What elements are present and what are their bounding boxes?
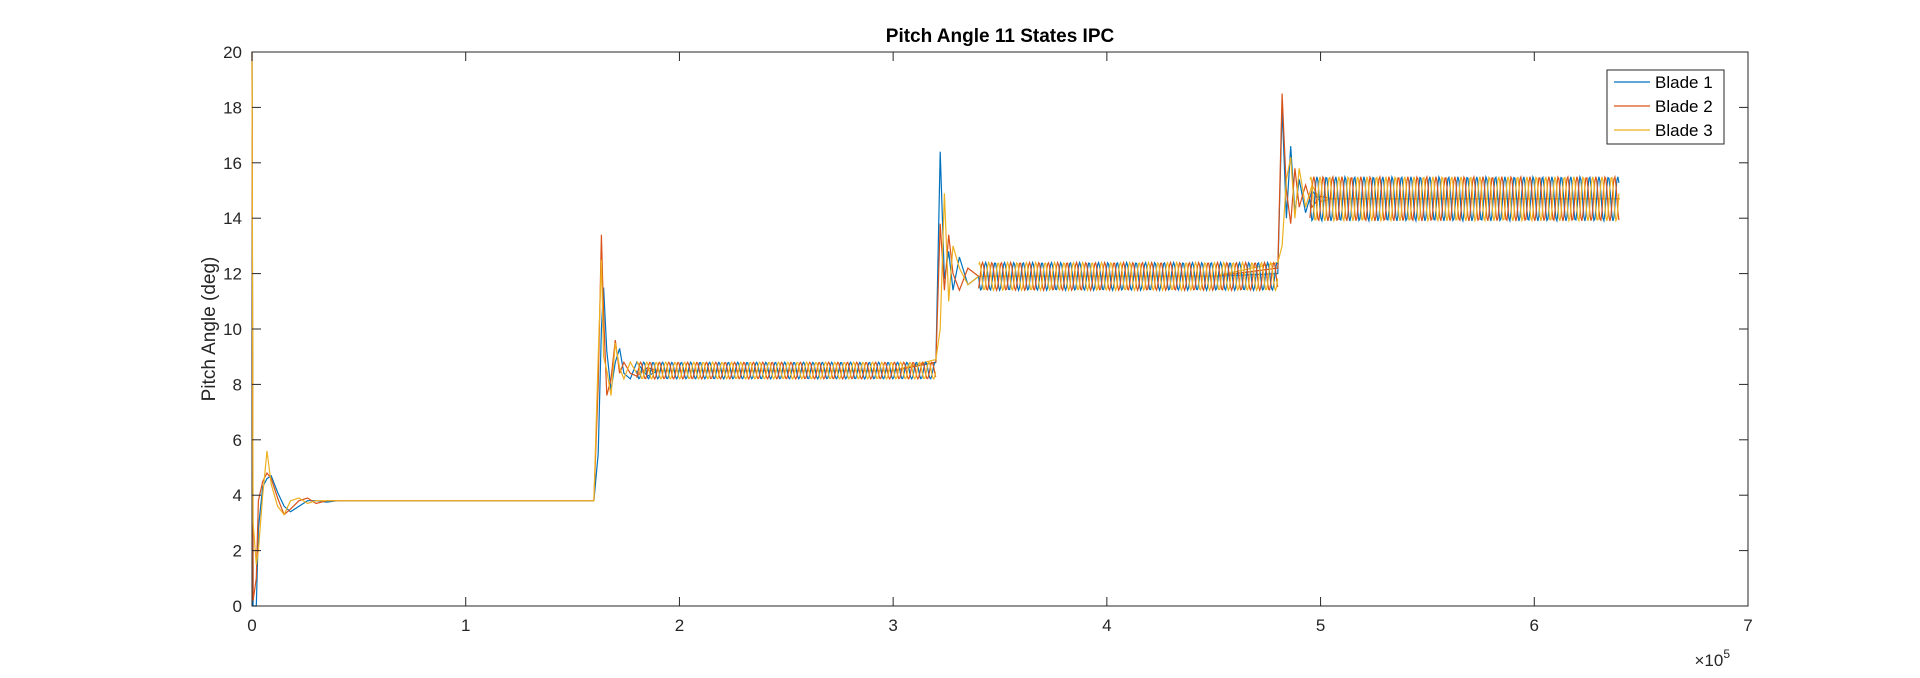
y-tick-label: 12 (223, 265, 242, 284)
y-axis: 0 2 4 6 8 10 12 14 16 18 20 (223, 43, 1748, 616)
legend-label-blade-1: Blade 1 (1655, 73, 1713, 92)
x-tick-label: 7 (1743, 616, 1752, 635)
x-tick-label: 6 (1530, 616, 1539, 635)
legend-label-blade-2: Blade 2 (1655, 97, 1713, 116)
y-tick-label: 18 (223, 98, 242, 117)
oscillation-blade-2-segment-1 (636, 361, 937, 381)
x-tick-label: 0 (247, 616, 256, 635)
y-tick-label: 10 (223, 320, 242, 339)
x-exponent-base: ×10 (1694, 651, 1723, 670)
oscillation-blade-3-segment-2 (978, 260, 1279, 293)
y-tick-label: 2 (233, 542, 242, 561)
y-tick-label: 0 (233, 597, 242, 616)
x-tick-label: 2 (675, 616, 684, 635)
series-layer (251, 51, 1620, 607)
oscillation-blade-3-segment-1 (636, 360, 937, 380)
y-tick-label: 4 (233, 486, 242, 505)
legend-label-blade-3: Blade 3 (1655, 121, 1713, 140)
plot-area (251, 51, 1749, 607)
x-tick-label: 5 (1316, 616, 1325, 635)
series-line-blade-2 (251, 51, 1620, 601)
oscillation-blade-2-segment-3 (1309, 174, 1620, 222)
y-axis-label: Pitch Angle (deg) (199, 257, 220, 402)
legend: Blade 1 Blade 2 Blade 3 (1606, 69, 1725, 145)
y-tick-label: 6 (233, 431, 242, 450)
x-tick-label: 3 (888, 616, 897, 635)
series-line-blade-3 (251, 51, 1620, 565)
oscillation-layer (636, 174, 1620, 381)
y-tick-label: 20 (223, 43, 242, 62)
x-exponent-power: 5 (1723, 647, 1730, 661)
oscillation-blade-2-segment-2 (978, 260, 1279, 293)
y-tick-label: 8 (233, 375, 242, 394)
chart-title: Pitch Angle 11 States IPC (886, 26, 1115, 47)
x-axis: 0 1 2 3 4 5 6 7 (247, 52, 1753, 635)
svg-text:×105: ×105 (1694, 647, 1730, 670)
x-axis-exponent: ×105 (1694, 647, 1730, 670)
x-tick-label: 1 (461, 616, 470, 635)
y-tick-label: 16 (223, 154, 242, 173)
x-tick-label: 4 (1102, 616, 1111, 635)
y-tick-label: 14 (223, 209, 242, 228)
oscillation-blade-3-segment-3 (1309, 176, 1620, 223)
